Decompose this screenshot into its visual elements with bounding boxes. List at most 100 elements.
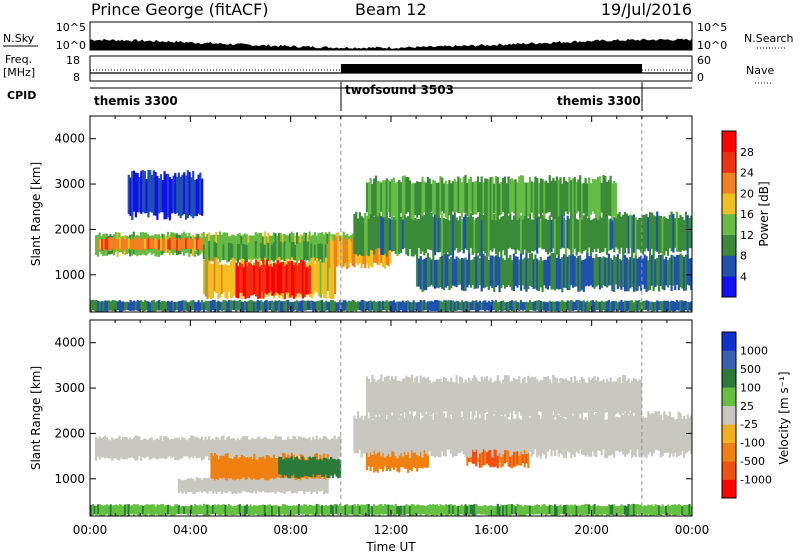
data-cell xyxy=(451,214,455,255)
data-cell xyxy=(521,378,524,419)
data-cell xyxy=(324,504,327,515)
data-cell xyxy=(521,214,524,255)
colorbar-cell xyxy=(722,368,736,388)
data-cell xyxy=(224,263,227,298)
data-cell xyxy=(129,239,132,250)
data-cell xyxy=(516,182,519,221)
data-cell xyxy=(448,382,451,417)
data-cell xyxy=(219,477,222,492)
data-cell xyxy=(670,300,673,311)
data-cell xyxy=(554,180,557,220)
data-cell xyxy=(469,504,473,515)
data-cell xyxy=(326,233,329,254)
data-cell xyxy=(511,260,514,291)
data-cell xyxy=(313,456,317,478)
data-cell xyxy=(306,506,309,516)
data-cell xyxy=(356,503,360,516)
data-cell xyxy=(408,377,412,411)
data-cell xyxy=(487,435,490,466)
data-cell xyxy=(301,300,304,312)
data-cell xyxy=(595,179,598,219)
data-cell xyxy=(674,504,677,516)
data-cell xyxy=(575,299,578,311)
data-cell xyxy=(657,215,661,254)
data-cell xyxy=(179,176,182,219)
data-cell xyxy=(563,379,566,417)
data-cell xyxy=(356,218,360,256)
data-cell xyxy=(555,176,559,219)
data-cell xyxy=(453,416,456,457)
data-cell xyxy=(557,301,560,312)
data-cell xyxy=(261,438,265,458)
data-cell xyxy=(589,300,593,310)
data-cell xyxy=(247,300,250,312)
data-cell xyxy=(498,302,501,311)
data-cell xyxy=(656,505,659,516)
data-cell xyxy=(371,506,374,516)
data-cell xyxy=(392,441,395,470)
data-cell xyxy=(299,242,302,261)
data-cell xyxy=(170,237,173,250)
data-cell xyxy=(274,478,277,494)
data-cell xyxy=(641,416,645,456)
data-cell xyxy=(514,506,517,515)
data-cell xyxy=(539,220,542,248)
data-cell xyxy=(512,418,516,452)
data-cell xyxy=(571,213,575,254)
data-cell xyxy=(265,299,268,312)
data-cell xyxy=(473,256,476,289)
data-cell xyxy=(331,438,335,461)
data-cell xyxy=(530,376,533,420)
data-cell xyxy=(554,419,557,456)
data-cell xyxy=(507,176,510,214)
data-cell xyxy=(346,301,349,312)
data-cell xyxy=(604,506,607,514)
data-cell xyxy=(219,455,222,481)
data-cell xyxy=(287,261,290,293)
data-cell xyxy=(600,257,603,288)
data-cell xyxy=(579,214,582,253)
data-cell xyxy=(253,301,256,312)
data-cell xyxy=(509,255,512,288)
data-cell xyxy=(437,216,440,253)
data-cell xyxy=(159,174,163,213)
data-cell xyxy=(150,437,153,460)
data-cell xyxy=(410,302,413,312)
data-cell xyxy=(564,220,567,256)
data-cell xyxy=(224,244,227,260)
data-cell xyxy=(167,504,170,515)
data-cell xyxy=(604,175,607,216)
data-cell xyxy=(473,375,476,416)
data-cell xyxy=(220,504,223,515)
data-cell xyxy=(122,238,125,251)
data-cell xyxy=(640,217,643,253)
data-cell xyxy=(172,438,175,457)
data-cell xyxy=(190,238,193,250)
data-cell xyxy=(313,232,317,256)
data-cell xyxy=(428,380,431,415)
data-cell xyxy=(419,505,422,516)
data-cell xyxy=(262,302,265,312)
data-cell xyxy=(103,435,107,459)
data-cell xyxy=(167,239,170,250)
data-cell xyxy=(260,439,263,460)
data-cell xyxy=(559,416,562,454)
colorbar-cell xyxy=(722,255,736,277)
data-cell xyxy=(199,238,202,251)
data-cell xyxy=(380,504,383,515)
data-cell xyxy=(382,443,385,472)
data-cell xyxy=(584,382,587,414)
data-cell xyxy=(231,438,234,457)
data-cell xyxy=(179,300,182,312)
data-cell xyxy=(106,300,109,312)
x-tick-label: 12:00 xyxy=(374,523,409,537)
data-cell xyxy=(279,506,283,515)
data-cell xyxy=(360,300,363,312)
data-cell xyxy=(319,243,322,260)
data-cell xyxy=(543,377,546,417)
data-cell xyxy=(568,381,571,418)
data-cell xyxy=(274,457,277,482)
data-cell xyxy=(186,170,189,219)
data-cell xyxy=(374,301,378,312)
data-cell xyxy=(260,457,263,480)
